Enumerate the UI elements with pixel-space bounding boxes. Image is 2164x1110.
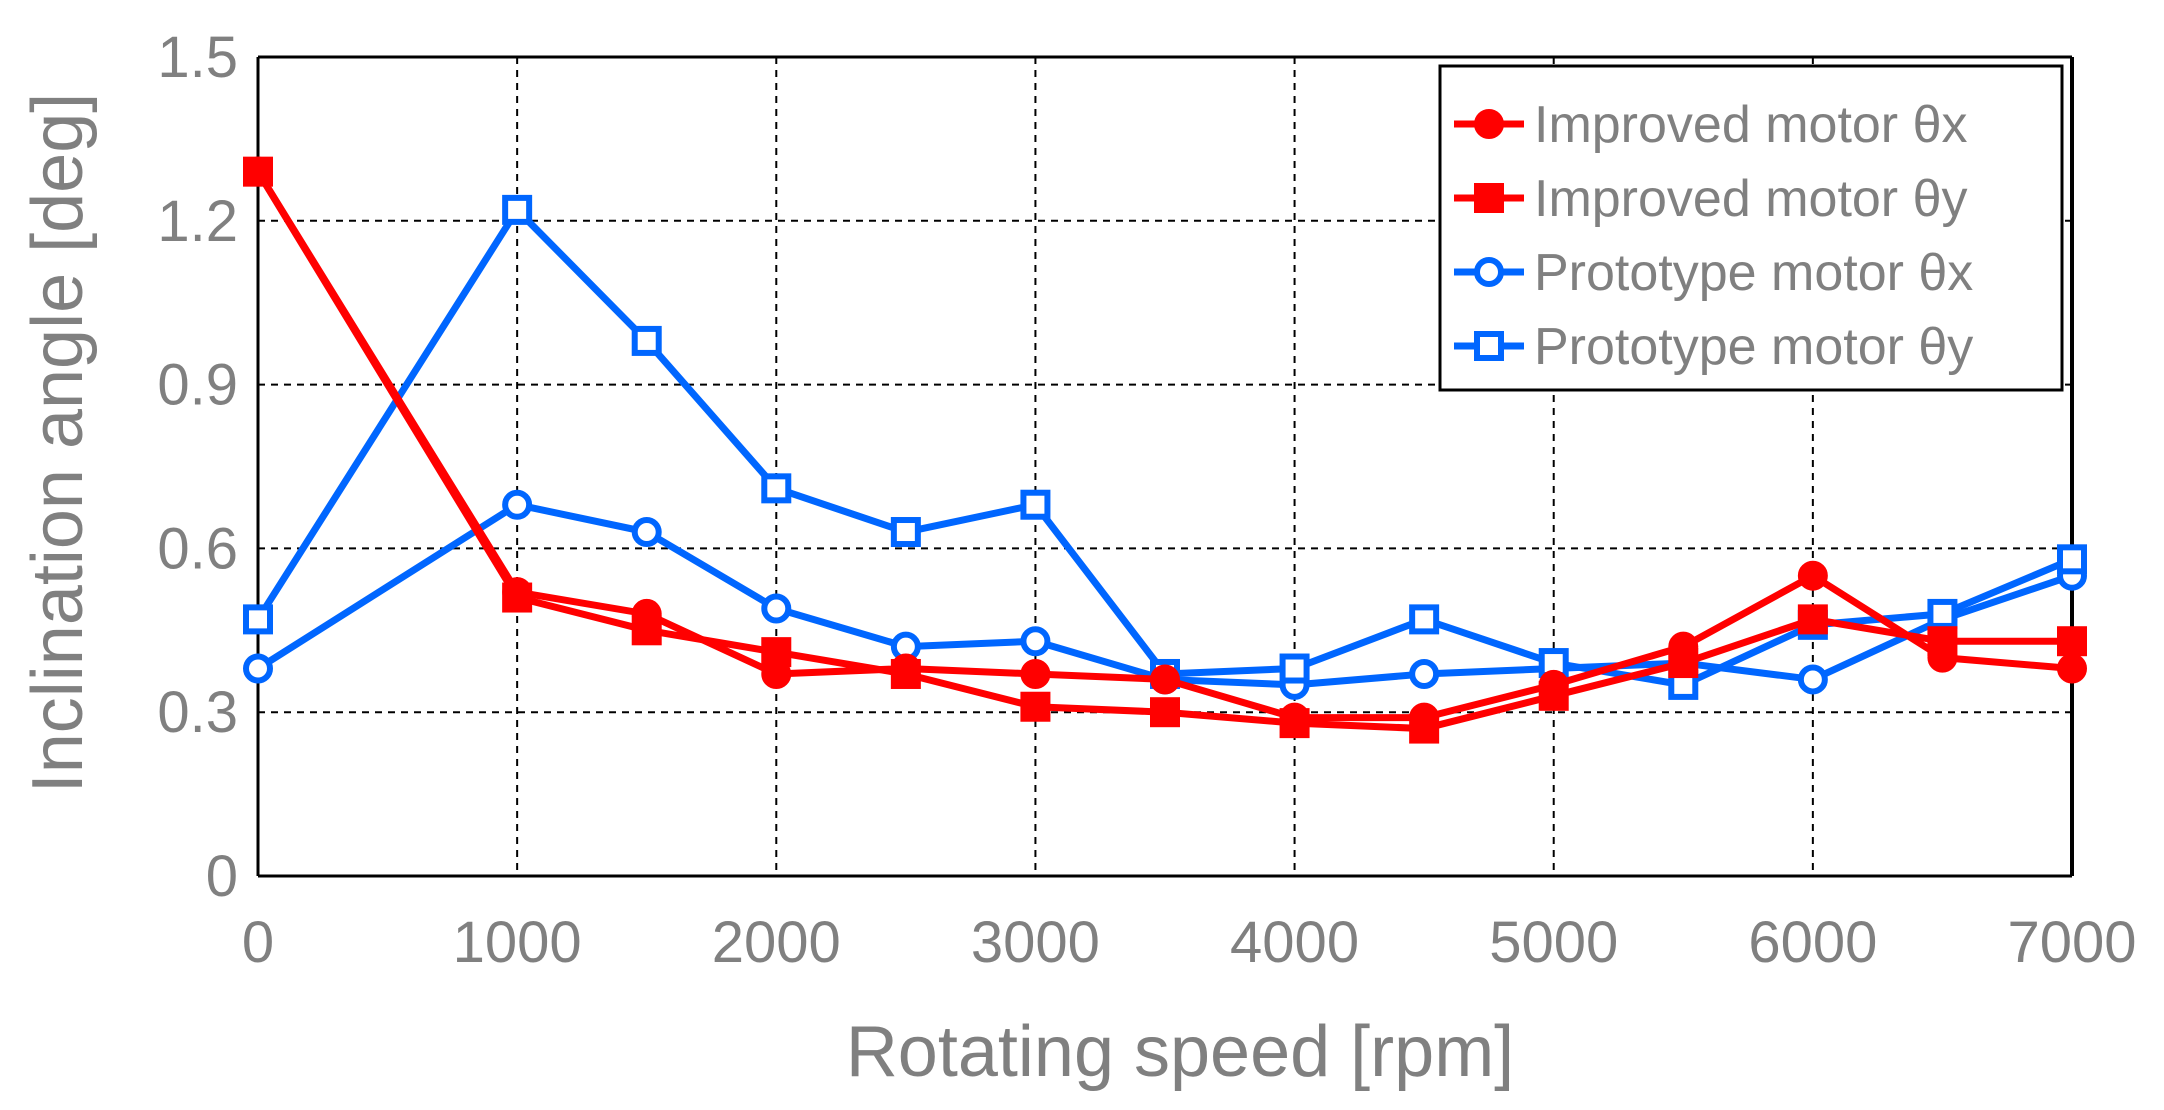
- x-tick-label: 2000: [712, 910, 841, 975]
- data-point-improved-theta-x-marker: [1020, 658, 1051, 689]
- data-point-improved-theta-y-marker: [1668, 648, 1699, 679]
- data-point-prototype-theta-y-marker: [502, 194, 533, 225]
- y-tick-label: 0.3: [157, 680, 238, 745]
- series-line-improved-theta-x: [255, 169, 2073, 722]
- data-point-improved-theta-x-marker: [1150, 664, 1180, 695]
- data-point-prototype-theta-y-marker: [2057, 544, 2087, 575]
- x-tick-label: 6000: [1748, 910, 1877, 975]
- x-tick-label: 3000: [971, 910, 1100, 975]
- series-layer: [243, 156, 2087, 744]
- x-tick-label: 5000: [1489, 910, 1618, 975]
- data-point-prototype-theta-y-marker: [1927, 598, 1958, 629]
- x-axis-title: Rotating speed [rpm]: [846, 1012, 1514, 1092]
- data-point-improved-theta-y-marker: [1150, 697, 1180, 728]
- x-tick-label: 0: [242, 910, 274, 975]
- data-point-improved-theta-y-marker: [1927, 626, 1958, 657]
- data-point-improved-theta-y-marker: [631, 615, 662, 646]
- legend-item-prototype-theta-y: Prototype motor θy: [1454, 318, 1973, 376]
- legend-label-improved-theta-x: Improved motor θx: [1534, 96, 1968, 154]
- x-tick-label: 4000: [1230, 910, 1359, 975]
- legend-label-prototype-theta-y: Prototype motor θy: [1534, 318, 1973, 376]
- axes: [256, 55, 2074, 878]
- series-line-prototype-theta-y: [255, 206, 2074, 689]
- y-axis-title: Inclination angle [deg]: [18, 93, 98, 794]
- legend: Improved motor θx Improved motor θy Protot…: [1438, 64, 2064, 392]
- data-point-improved-theta-y-marker: [1409, 713, 1440, 744]
- y-tick-label: 0.9: [157, 353, 238, 418]
- data-point-prototype-theta-y-marker: [631, 325, 662, 356]
- data-point-prototype-theta-x-marker: [1797, 664, 1828, 695]
- legend-improved-theta-x-marker: [1474, 109, 1504, 139]
- y-tick-label: 0: [206, 844, 238, 909]
- legend-item-improved-theta-y: Improved motor θy: [1454, 170, 1968, 228]
- tick-labels: 0 0.3 0.6 0.9 1.2 1.5 0 1000 2000 3000 4000 5000 600…: [157, 25, 2136, 975]
- data-point-improved-theta-y-marker: [890, 658, 921, 689]
- data-point-prototype-theta-x-marker: [631, 517, 662, 548]
- y-tick-label: 1.2: [157, 189, 238, 254]
- legend-box: [1438, 64, 2064, 392]
- x-tick-label: 7000: [2007, 910, 2136, 975]
- data-point-prototype-theta-y-marker: [761, 473, 792, 504]
- data-point-prototype-theta-x-marker: [1020, 626, 1051, 657]
- legend-label-improved-theta-y: Improved motor θy: [1534, 170, 1968, 228]
- data-point-prototype-theta-y-marker: [1409, 604, 1440, 635]
- data-point-prototype-theta-y-marker: [1279, 653, 1310, 684]
- data-point-improved-theta-y-marker: [2057, 626, 2087, 657]
- data-point-improved-theta-x-marker: [2057, 653, 2087, 684]
- legend-improved-theta-y-marker: [1474, 183, 1504, 213]
- data-point-prototype-theta-y-marker: [890, 517, 921, 548]
- series-line-improved-theta-y: [255, 169, 2072, 733]
- data-point-prototype-theta-x-marker: [1409, 658, 1440, 689]
- legend-item-prototype-theta-x: Prototype motor θx: [1454, 244, 1973, 302]
- legend-label-prototype-theta-x: Prototype motor θx: [1534, 244, 1973, 302]
- y-tick-label: 0.6: [157, 516, 238, 581]
- data-point-improved-theta-y-marker: [1020, 691, 1051, 722]
- data-point-prototype-theta-y-marker: [1020, 489, 1051, 520]
- data-point-improved-theta-y-marker: [243, 156, 273, 187]
- data-point-improved-theta-y-marker: [1538, 680, 1569, 711]
- series-line-prototype-theta-x: [256, 501, 2074, 689]
- data-point-improved-theta-y-marker: [1797, 604, 1828, 635]
- data-point-prototype-theta-x-marker: [243, 653, 273, 684]
- data-point-improved-theta-y-marker: [502, 582, 533, 613]
- legend-prototype-theta-y-marker: [1474, 331, 1504, 361]
- data-point-prototype-theta-x-marker: [502, 489, 533, 520]
- data-point-improved-theta-x-marker: [1797, 560, 1828, 591]
- data-point-improved-theta-y-marker: [1279, 708, 1310, 739]
- y-tick-label: 1.5: [157, 25, 238, 90]
- series-improved-theta-y: [243, 156, 2087, 744]
- legend-prototype-theta-x-marker: [1474, 257, 1504, 287]
- data-point-prototype-theta-y-marker: [243, 604, 273, 635]
- legend-item-improved-theta-x: Improved motor θx: [1454, 96, 1968, 154]
- data-point-prototype-theta-x-marker: [761, 593, 792, 624]
- data-point-improved-theta-y-marker: [761, 637, 792, 668]
- x-tick-label: 1000: [453, 910, 582, 975]
